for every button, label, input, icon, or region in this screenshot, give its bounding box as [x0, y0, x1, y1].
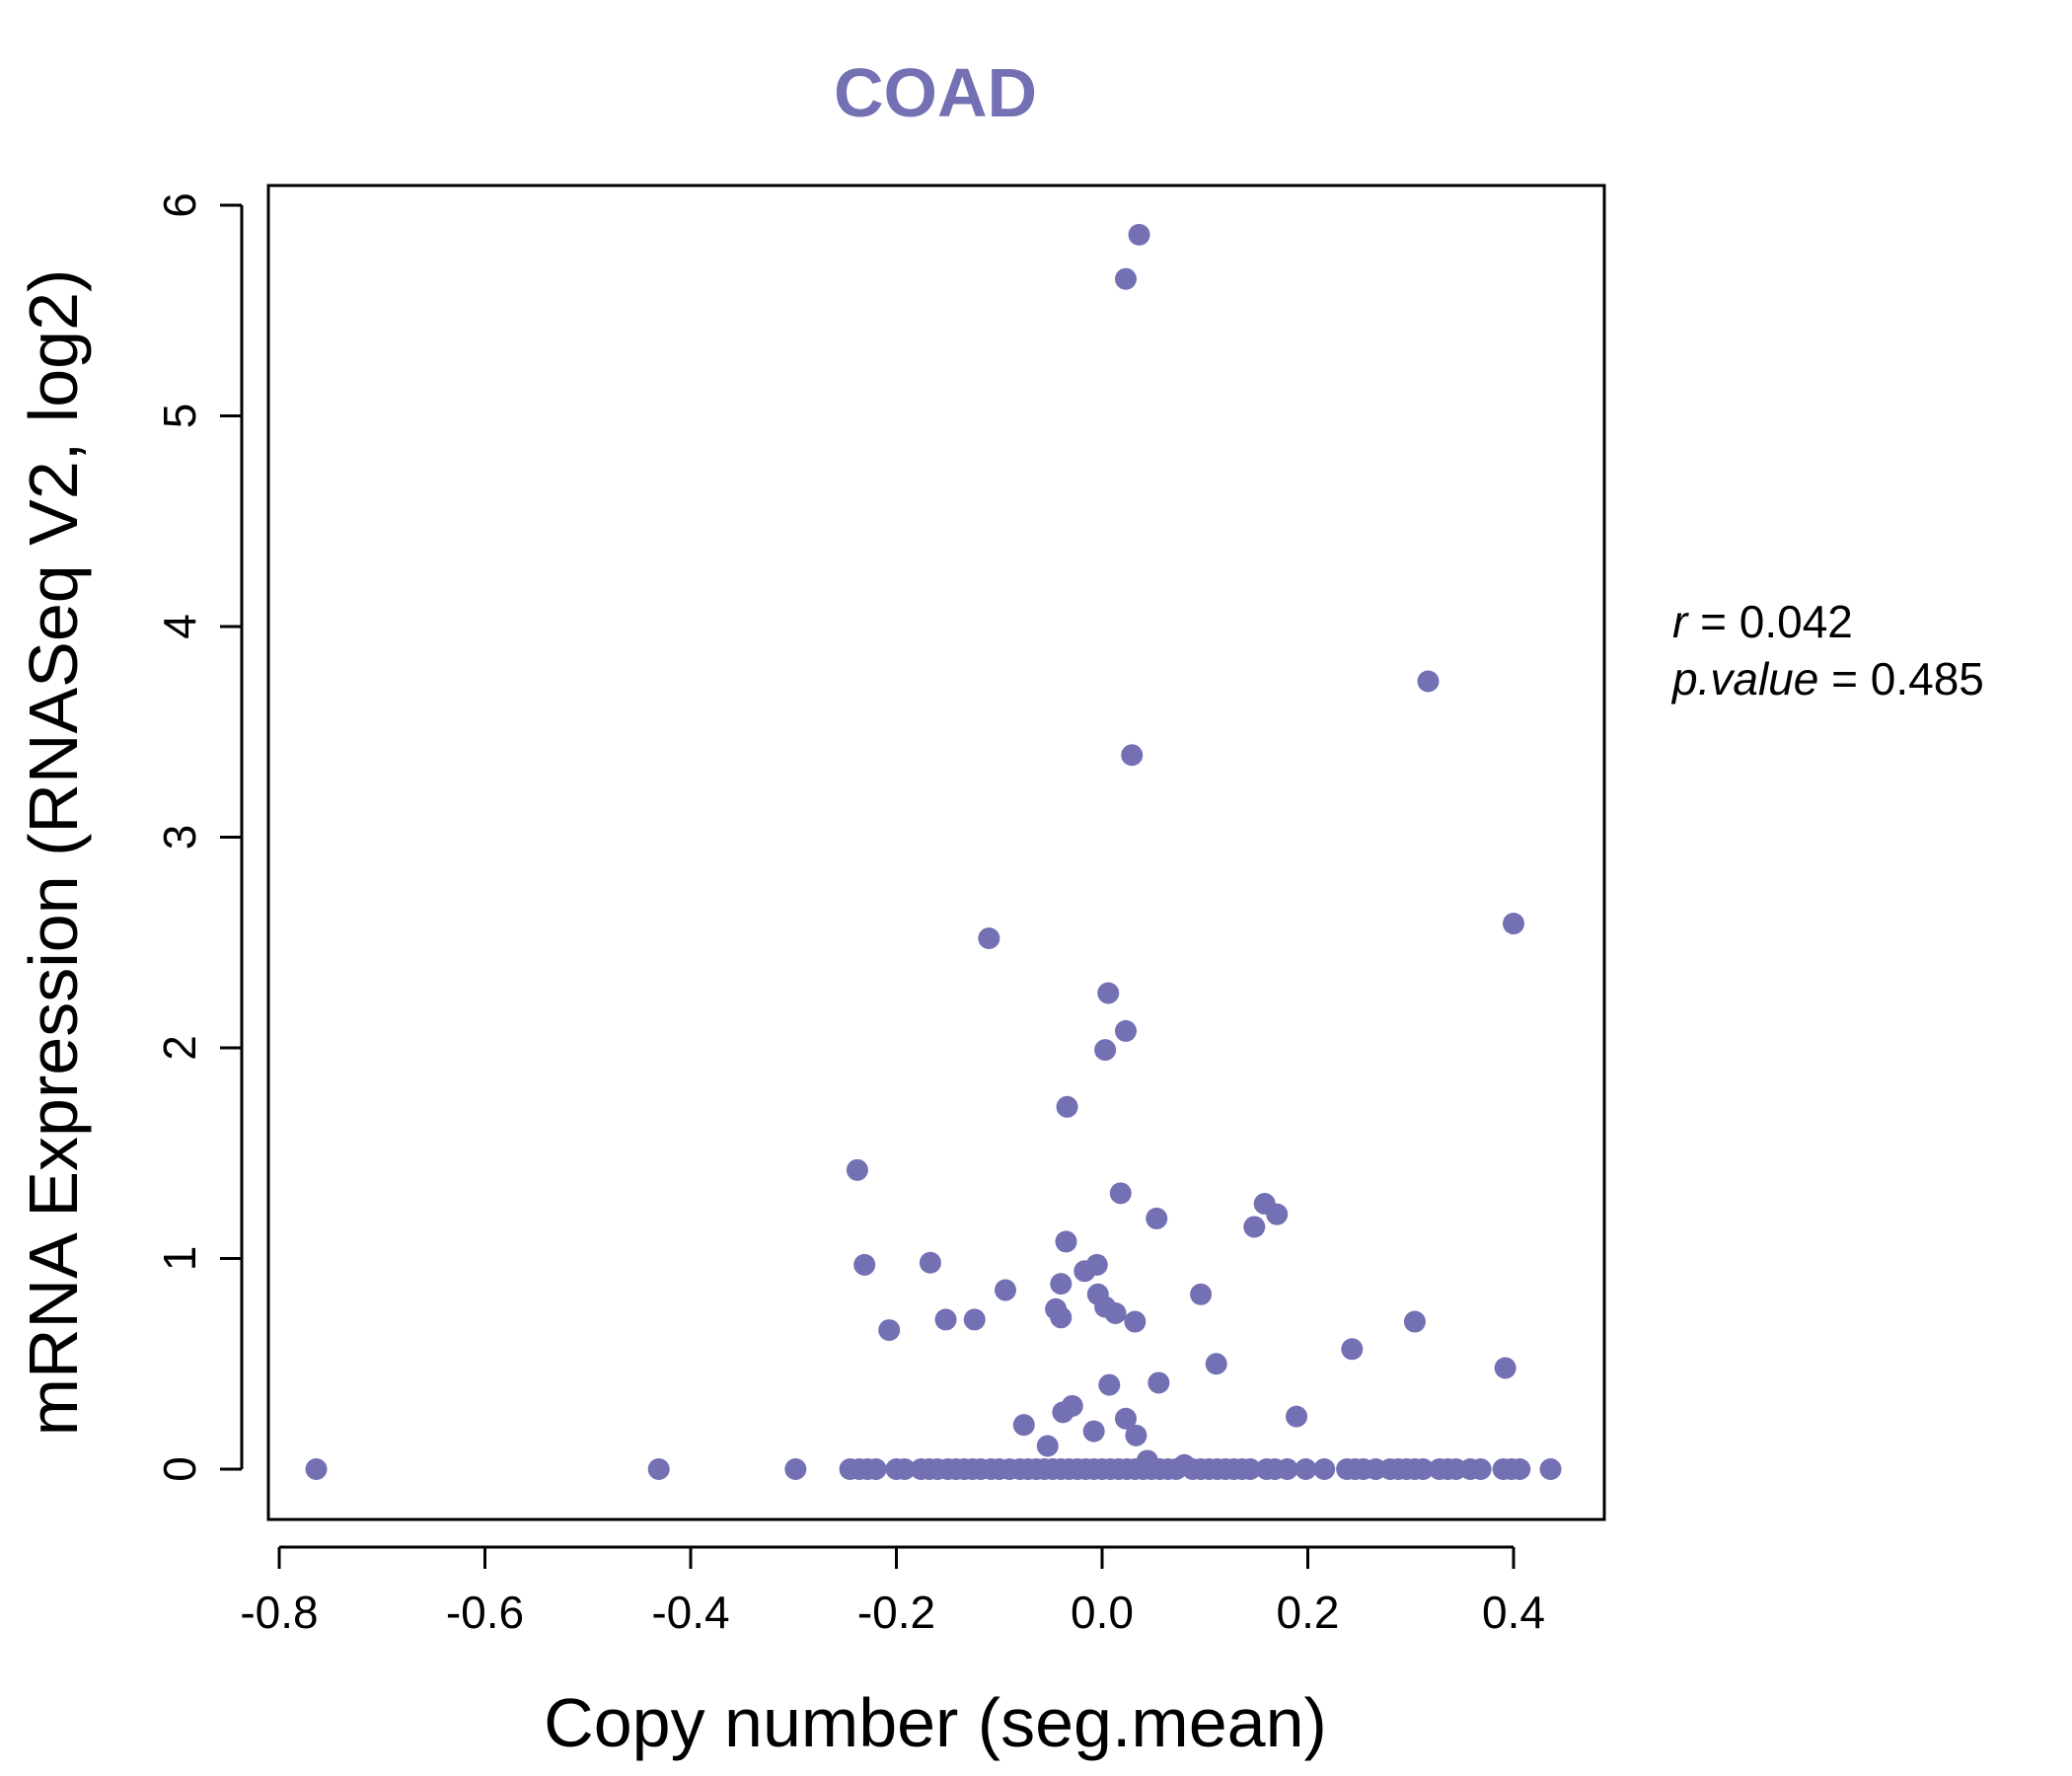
data-point [1097, 982, 1120, 1004]
data-point [893, 1458, 916, 1480]
data-point [1190, 1283, 1213, 1305]
data-point [1056, 1095, 1078, 1118]
data-point [1114, 1407, 1137, 1430]
data-point [1205, 1353, 1227, 1375]
data-point [1114, 267, 1137, 290]
correlation-annotation: r = 0.042 [1672, 596, 1853, 647]
data-point [1124, 1310, 1147, 1333]
x-tick-label: 0.0 [1071, 1587, 1134, 1638]
data-point [1082, 1420, 1105, 1443]
data-point [1094, 1039, 1117, 1062]
y-tick-label: 0 [154, 1456, 205, 1482]
data-point [1109, 1182, 1132, 1205]
data-point [1055, 1230, 1077, 1253]
data-point [1417, 670, 1440, 693]
data-point [1146, 1207, 1168, 1229]
r-value: 0.042 [1739, 596, 1853, 647]
data-point [1276, 1458, 1298, 1480]
y-tick-label: 1 [154, 1246, 205, 1272]
y-tick-label: 3 [154, 825, 205, 851]
r-equals: = [1687, 596, 1739, 647]
data-point [878, 1319, 901, 1342]
data-point [1125, 1424, 1147, 1446]
p-value-equals: = [1818, 653, 1870, 704]
data-point [853, 1253, 876, 1276]
data-point [1104, 1302, 1127, 1325]
data-point [1403, 1310, 1426, 1333]
chart-title: COAD [834, 54, 1037, 131]
y-axis: 0 1 2 3 4 5 6 [154, 192, 244, 1482]
data-point [864, 1458, 887, 1480]
data-point [1012, 1414, 1035, 1437]
data-point [1036, 1435, 1059, 1457]
data-point [934, 1308, 957, 1331]
x-tick-label: -0.6 [446, 1587, 524, 1638]
data-point [305, 1458, 328, 1480]
data-point [1469, 1458, 1492, 1480]
y-axis-label: mRNA Expression (RNASeq V2, log2) [15, 269, 92, 1437]
data-point [978, 926, 1000, 949]
data-point [1165, 1458, 1188, 1480]
data-point [1147, 1371, 1170, 1394]
y-tick-label: 5 [154, 404, 205, 429]
x-axis-label: Copy number (seg.mean) [544, 1684, 1327, 1761]
data-points [305, 223, 1562, 1480]
p-value-value: 0.485 [1871, 653, 1984, 704]
data-point [647, 1458, 670, 1480]
data-point [784, 1458, 807, 1480]
r-label: r [1672, 596, 1689, 647]
x-tick-label: 0.4 [1482, 1587, 1545, 1638]
data-point [1266, 1203, 1289, 1225]
data-point [919, 1251, 941, 1274]
data-point [1539, 1458, 1562, 1480]
data-point [1050, 1273, 1073, 1295]
data-point [1239, 1458, 1262, 1480]
x-tick-label: -0.2 [857, 1587, 935, 1638]
data-point [1341, 1338, 1364, 1361]
p-value-annotation: p.value = 0.485 [1670, 653, 1984, 704]
x-axis: -0.8 -0.6 -0.4 -0.2 0.0 0.2 0.4 [240, 1545, 1545, 1638]
data-point [995, 1279, 1017, 1301]
y-tick-label: 2 [154, 1035, 205, 1061]
data-point [963, 1308, 986, 1331]
data-point [1121, 744, 1144, 767]
data-point [1050, 1306, 1073, 1329]
data-point [1313, 1458, 1336, 1480]
data-point [1114, 1019, 1137, 1042]
x-tick-label: -0.8 [240, 1587, 318, 1638]
x-tick-label: 0.2 [1277, 1587, 1340, 1638]
plot-frame [266, 184, 1606, 1521]
data-point [1073, 1260, 1096, 1283]
p-value-label: p.value [1670, 653, 1818, 704]
data-point [1295, 1458, 1317, 1480]
data-point [1052, 1401, 1074, 1424]
data-point [1412, 1458, 1435, 1480]
data-point [1098, 1373, 1121, 1396]
data-point [846, 1158, 868, 1181]
data-point [1128, 223, 1150, 246]
x-tick-label: -0.4 [651, 1587, 729, 1638]
y-tick-label: 6 [154, 192, 205, 218]
data-point [1509, 1458, 1531, 1480]
data-point [1494, 1357, 1517, 1379]
y-tick-label: 4 [154, 614, 205, 639]
data-point [1243, 1216, 1266, 1238]
data-point [1503, 913, 1524, 935]
data-point [1286, 1405, 1308, 1428]
